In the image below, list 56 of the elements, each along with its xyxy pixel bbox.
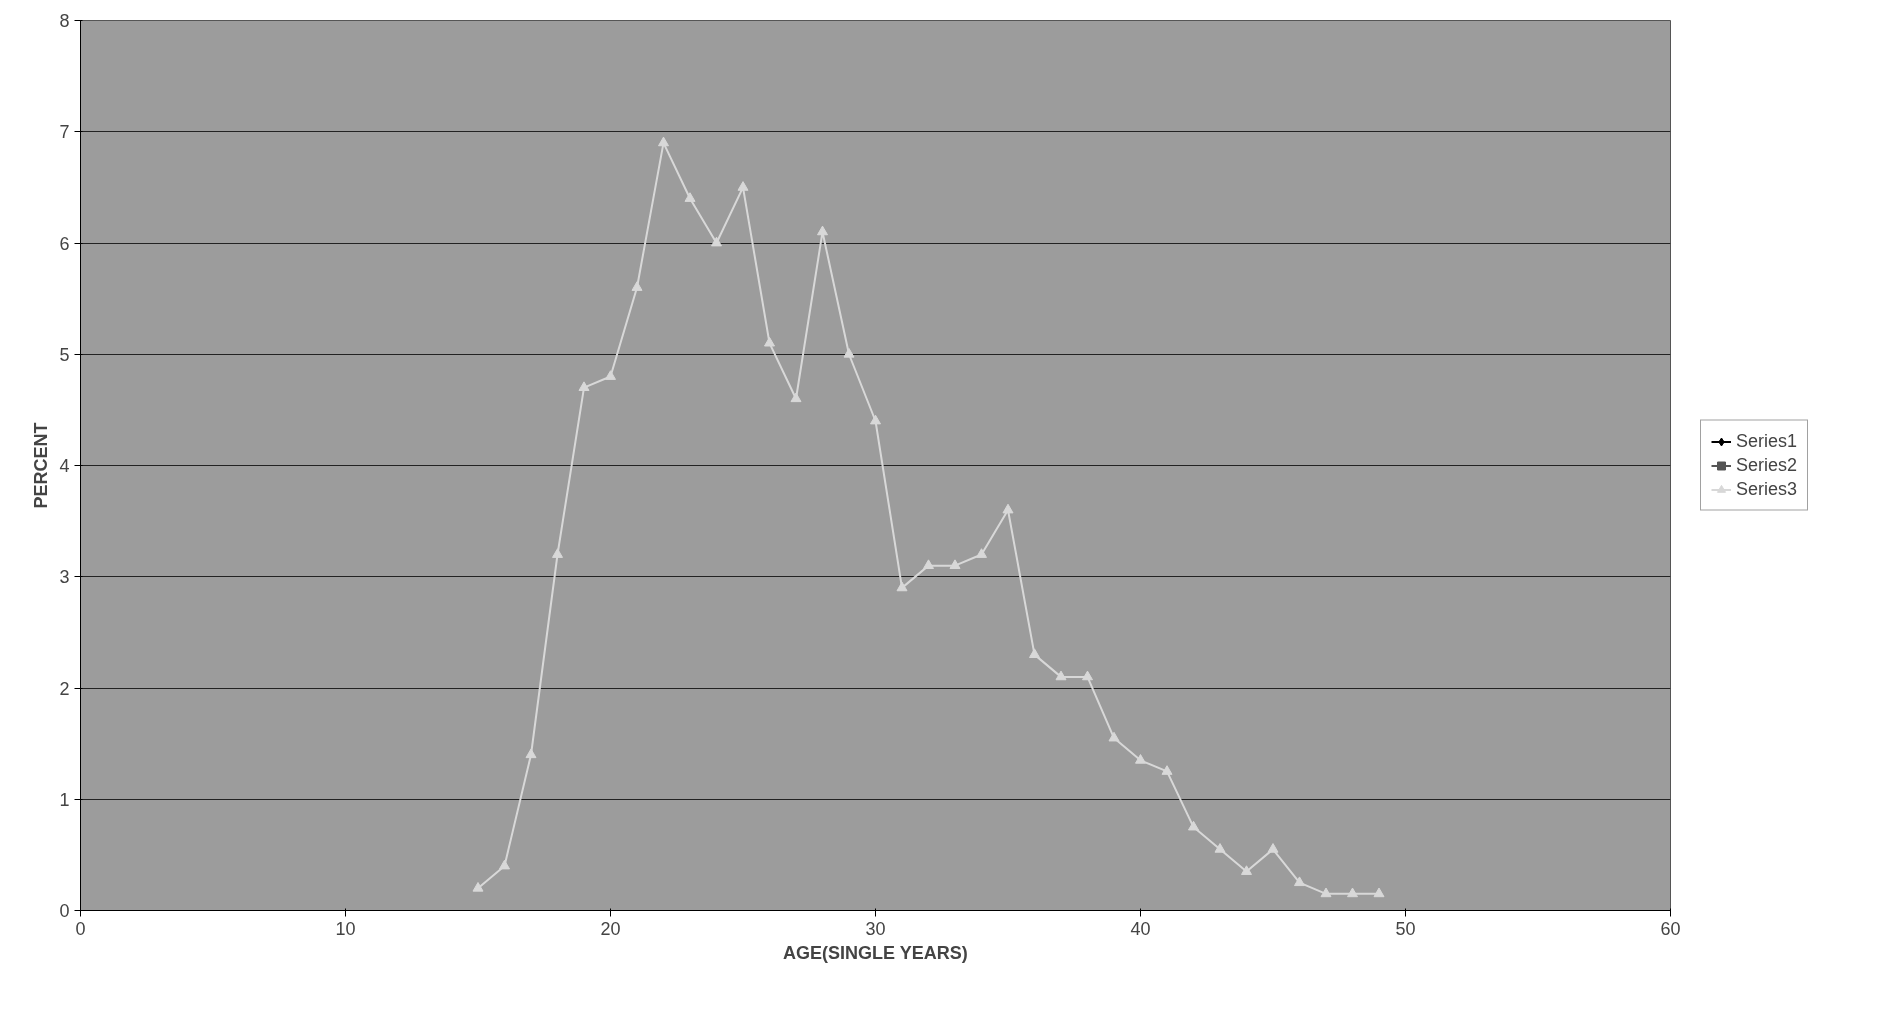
point <box>1241 865 1252 875</box>
point <box>711 236 722 247</box>
point <box>817 225 828 236</box>
point <box>737 181 749 191</box>
point <box>631 281 643 291</box>
x-tick-label: 40 <box>1130 918 1151 939</box>
point <box>896 581 908 592</box>
point <box>1055 670 1067 681</box>
point <box>578 381 590 392</box>
y-tick-label: 4 <box>59 456 70 476</box>
point <box>472 881 484 892</box>
y-tick-label: 2 <box>59 678 70 699</box>
x-tick-label: 30 <box>865 918 886 939</box>
point <box>1108 731 1120 742</box>
point <box>1373 887 1385 898</box>
y-tick-label: 3 <box>59 567 70 588</box>
point <box>525 748 537 759</box>
point <box>1161 765 1173 775</box>
point <box>1347 887 1358 898</box>
point <box>1029 648 1040 659</box>
point <box>976 548 987 558</box>
y-tick-label: 1 <box>59 789 70 810</box>
point <box>552 548 563 558</box>
point <box>684 192 696 202</box>
point <box>1320 887 1332 898</box>
x-axis-title: AGE(SINGLE YEARS) <box>782 942 968 963</box>
point <box>1188 820 1199 831</box>
point <box>1002 503 1014 514</box>
point <box>1267 843 1279 853</box>
point <box>1214 843 1226 853</box>
x-tick-label: 50 <box>1395 918 1416 939</box>
point <box>1294 876 1305 887</box>
x-tick-label: 0 <box>75 918 86 939</box>
x-tick-label: 20 <box>600 918 621 939</box>
y-tick-label: 5 <box>59 344 70 365</box>
point <box>870 414 881 425</box>
y-tick-label: 6 <box>59 233 70 254</box>
point <box>605 370 616 380</box>
point <box>499 859 510 870</box>
point <box>764 336 775 347</box>
point <box>1082 670 1093 681</box>
point <box>949 559 961 570</box>
legend-label: Series1 <box>1736 430 1798 452</box>
point <box>923 559 934 570</box>
point <box>1135 754 1146 764</box>
point <box>658 136 669 147</box>
x-tick-label: 60 <box>1660 918 1681 939</box>
legend-label: Series3 <box>1736 478 1798 500</box>
y-axis-title: PERCENT <box>31 422 52 509</box>
point <box>843 347 855 358</box>
y-tick-label: 8 <box>59 11 70 31</box>
y-tick-label: 0 <box>59 901 70 921</box>
legend-label: Series2 <box>1736 454 1798 476</box>
y-tick-label: 7 <box>59 122 70 143</box>
x-tick-label: 10 <box>335 918 356 939</box>
point <box>790 392 802 403</box>
